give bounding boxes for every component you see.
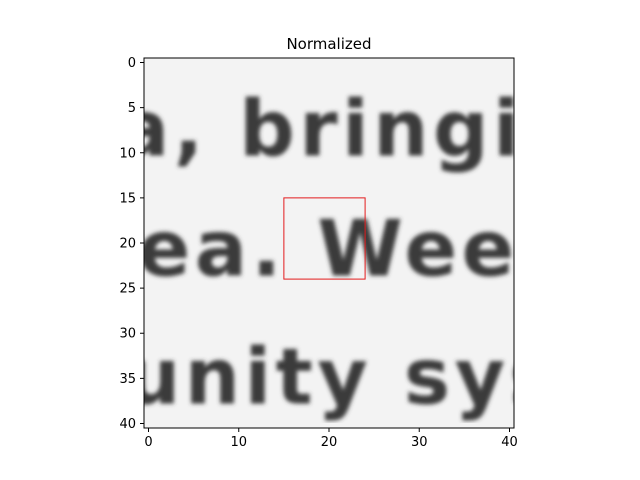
image-background xyxy=(144,58,514,428)
x-axis-ticks: 0 10 20 30 40 xyxy=(144,428,518,450)
image-text-line: unity sys xyxy=(125,333,560,423)
x-tick-label: 0 xyxy=(144,435,152,450)
grayscale-text-image: a, bringin ea. Weeks unity sys xyxy=(117,84,626,423)
x-tick-label: 10 xyxy=(230,435,247,450)
y-tick-label: 10 xyxy=(119,146,136,161)
y-tick-label: 30 xyxy=(119,327,136,342)
y-tick-label: 0 xyxy=(128,56,136,71)
plot-area: a, bringin ea. Weeks unity sys xyxy=(117,58,626,428)
x-tick-label: 40 xyxy=(501,435,518,450)
image-text-line: ea. Weeks xyxy=(138,204,626,294)
highlight-box xyxy=(283,197,366,280)
image-text-line: a, bringin xyxy=(117,84,584,174)
x-tick-label: 20 xyxy=(321,435,338,450)
y-tick-label: 35 xyxy=(119,372,136,387)
chart-title: Normalized xyxy=(286,35,371,53)
y-tick-label: 15 xyxy=(119,191,136,206)
y-axis-ticks: 0 5 10 15 20 25 30 35 40 xyxy=(119,56,144,432)
y-tick-label: 5 xyxy=(128,101,136,116)
y-tick-label: 20 xyxy=(119,237,136,252)
x-tick-label: 30 xyxy=(411,435,428,450)
y-tick-label: 40 xyxy=(119,417,136,432)
y-tick-label: 25 xyxy=(119,282,136,297)
